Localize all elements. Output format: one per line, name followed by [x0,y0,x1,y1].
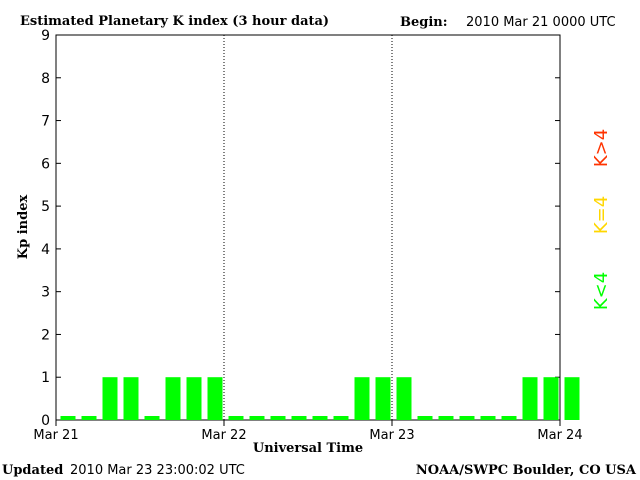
y-tick-label: 1 [41,370,50,386]
kp-bar [165,377,181,420]
kp-bar [333,416,349,420]
kp-bar [144,416,160,420]
y-tick-label: 2 [41,327,50,343]
kp-bars [60,377,580,420]
chart-title: Estimated Planetary K index (3 hour data… [20,14,329,29]
kp-bar [417,416,433,420]
x-tick-label: Mar 24 [537,428,582,443]
kp-bar [186,377,202,420]
y-tick-label: 0 [41,413,50,429]
kp-bar [396,377,412,420]
kp-bar [522,377,538,420]
kp-bar [501,416,517,420]
updated-label: Updated [2,463,63,478]
begin-value: 2010 Mar 21 0000 UTC [466,15,616,30]
kp-bar [564,377,580,420]
updated-value: 2010 Mar 23 23:00:02 UTC [70,463,245,478]
kp-bar [375,377,391,420]
x-tick-label: Mar 21 [33,428,78,443]
kp-bar [228,416,244,420]
kp-bar [543,377,559,420]
kp-bar [459,416,475,420]
kp-bar [81,416,97,420]
x-axis: Mar 21 Mar 22 Mar 23 Mar 24 [33,420,583,443]
begin-label: Begin: [400,15,448,30]
kp-bar [123,377,139,420]
y-tick-label: 4 [41,242,50,258]
kp-bar [438,416,454,420]
x-tick-label: Mar 23 [369,428,414,443]
x-tick-label: Mar 22 [201,428,246,443]
x-axis-label: Universal Time [253,441,363,456]
legend-high: K>4 [591,129,612,167]
y-tick-label: 5 [41,199,50,215]
kp-bar [207,377,223,420]
y-axis: 0 1 2 3 4 5 6 7 8 9 [41,28,560,429]
y-tick-label: 8 [41,71,50,87]
kp-bar [312,416,328,420]
y-tick-label: 3 [41,285,50,301]
kp-bar [270,416,286,420]
kp-bar [102,377,118,420]
kp-bar [291,416,307,420]
kp-bar [249,416,265,420]
legend-equal: K=4 [591,196,612,234]
y-tick-label: 9 [41,28,50,44]
y-tick-label: 6 [41,156,50,172]
kp-bar [480,416,496,420]
legend-low: K<4 [591,272,612,310]
plot-frame [55,34,561,421]
y-axis-label: Kp index [16,195,31,260]
y-tick-label: 7 [41,114,50,130]
kp-bar [354,377,370,420]
kp-bar [60,416,76,420]
source-credit: NOAA/SWPC Boulder, CO USA [416,463,637,478]
